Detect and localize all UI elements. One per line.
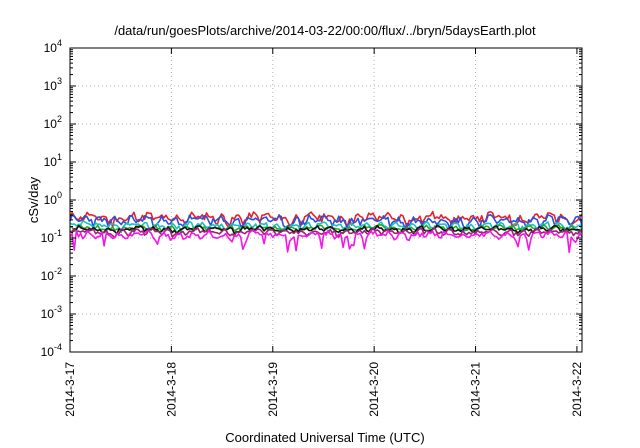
y-tick-label: 10-4 xyxy=(41,342,62,359)
series-layer xyxy=(69,210,583,254)
series-line xyxy=(69,213,583,232)
series-line xyxy=(69,224,583,235)
x-tick-label: 2014-3-19 xyxy=(266,362,280,417)
y-tick-label: 102 xyxy=(44,114,62,131)
x-axis-label: Coordinated Universal Time (UTC) xyxy=(225,430,424,445)
y-tick-label: 10-1 xyxy=(41,228,62,245)
y-tick-label: 10-3 xyxy=(41,304,62,321)
grid xyxy=(69,48,582,352)
x-tick-label: 2014-3-22 xyxy=(570,362,584,417)
y-tick-label: 104 xyxy=(44,38,62,55)
series-line xyxy=(69,227,583,239)
x-tick-label: 2014-3-17 xyxy=(63,362,77,417)
y-tick-label: 103 xyxy=(44,76,62,93)
x-tick-label: 2014-3-18 xyxy=(164,362,178,417)
x-tick-label: 2014-3-21 xyxy=(469,362,483,417)
y-tick-label: 10-2 xyxy=(41,266,62,283)
series-line xyxy=(69,229,583,254)
chart-title: /data/run/goesPlots/archive/2014-03-22/0… xyxy=(114,23,536,38)
y-axis-label: cSv/day xyxy=(26,176,41,223)
x-tick-label: 2014-3-20 xyxy=(367,362,381,417)
y-tick-label: 100 xyxy=(44,190,62,207)
y-axis: 10-4 10-3 10-2 10-1 100 101 102 103 104 xyxy=(41,38,582,359)
y-tick-label: 101 xyxy=(44,152,62,169)
x-axis: 2014-3-17 2014-3-18 2014-3-19 2014-3-20 2014… xyxy=(63,48,584,417)
